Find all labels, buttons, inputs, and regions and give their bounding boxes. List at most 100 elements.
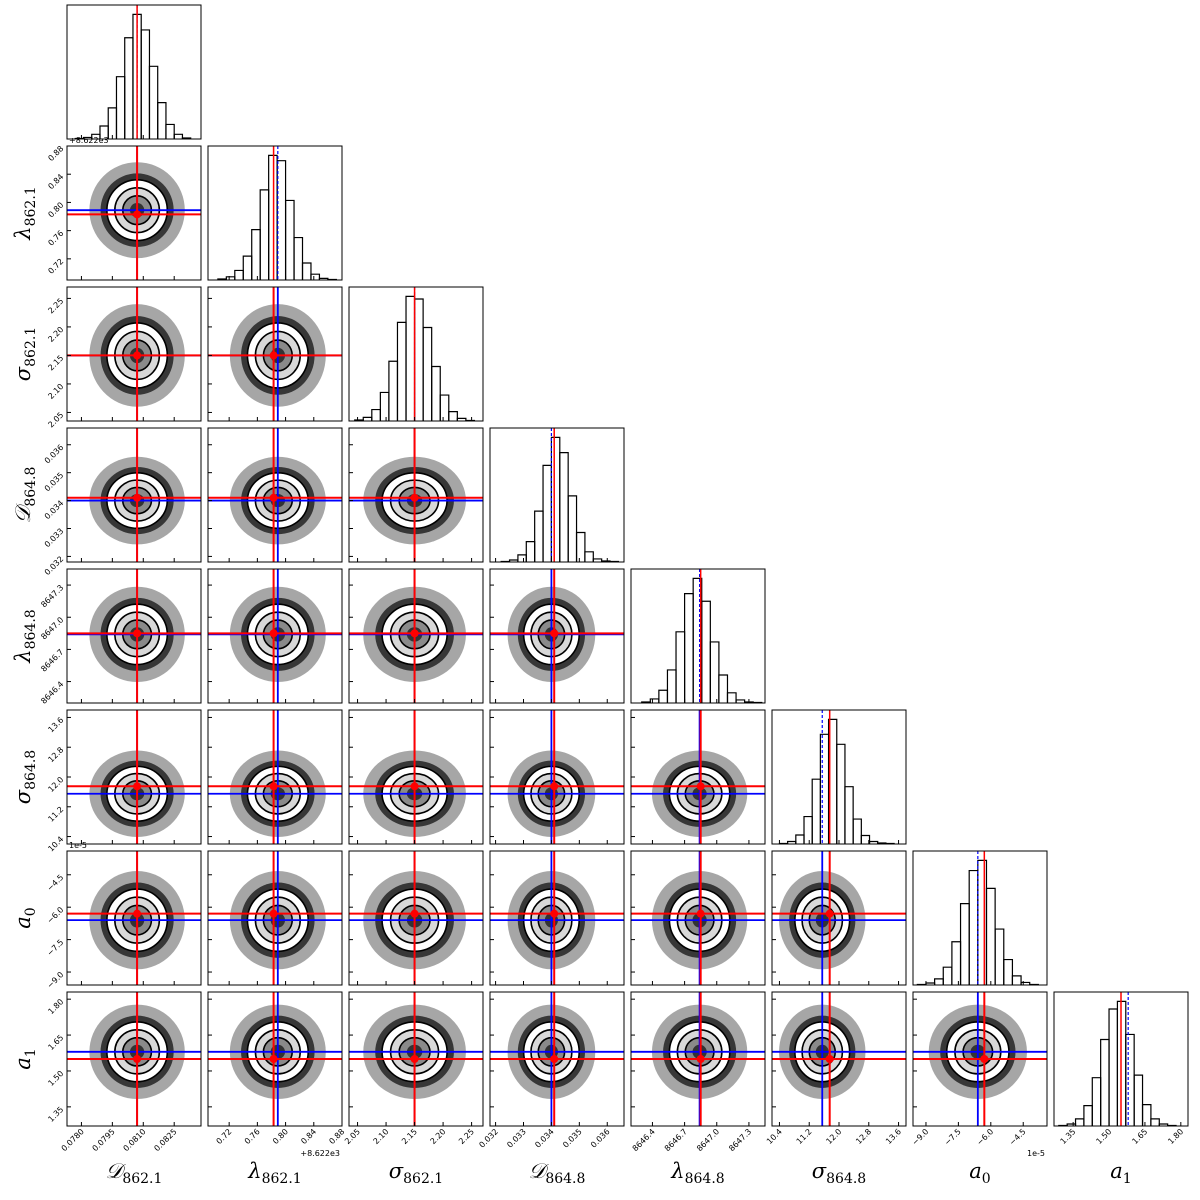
histogram-step [796,835,804,844]
panel-frame [772,710,906,844]
truth-point [133,1055,141,1063]
density [349,851,483,985]
x-tick-label: 0.0810 [122,1127,148,1153]
histogram-step [243,256,251,280]
y-tick-label: 1.80 [46,997,65,1016]
histogram-step [577,532,585,562]
y-tick-label: 1.35 [46,1105,65,1124]
y-tick-label: 2.10 [46,382,65,401]
histogram-step [518,555,526,562]
x-tick-label: 8647.0 [695,1127,721,1153]
histogram-step [1092,1078,1100,1126]
histogram-step [812,779,820,844]
histogram-step [719,675,728,703]
density [772,851,906,985]
density [772,992,906,1126]
y-tick-label: 12.8 [46,745,65,764]
histogram-step [560,453,568,562]
histogram-step [397,322,406,421]
x-tick-label: 2.05 [343,1127,362,1146]
axis-subscript: 864.8 [23,750,39,790]
axis-subscript: 1 [1123,1171,1132,1187]
truth-point [133,351,141,359]
panel [208,146,342,280]
axis-subscript: 862.1 [403,1171,443,1187]
x-tick-label: 8646.4 [631,1127,657,1153]
x-tick-label: 1.50 [1094,1127,1113,1146]
histogram-step [535,511,543,562]
density [208,710,342,844]
panel [208,710,342,844]
axis-subscript: 862.1 [122,1171,162,1187]
x-tick-label: 11.2 [795,1127,814,1146]
y-tick-label: 13.6 [46,715,65,734]
axis-subscript: 0 [23,907,39,916]
truth-point [826,1055,834,1063]
truth-point [270,494,278,502]
y-tick-label: 0.84 [46,172,65,191]
x-tick-label: 8647.3 [727,1127,753,1153]
x-tick-label: 2.10 [372,1127,391,1146]
density [67,569,201,703]
density [349,428,483,562]
truth-point [411,782,419,790]
axis-label: 𝒟864.8 [11,467,39,524]
x-tick-label: −4.5 [1008,1127,1028,1147]
truth-point [270,351,278,359]
y-tick-label: 2.15 [46,353,65,372]
x-tick-label: 1.65 [1130,1127,1149,1146]
axis-label: a1 [1110,1159,1131,1187]
density [631,710,765,844]
density [631,851,765,985]
panel [349,428,483,562]
panel [631,569,765,703]
histogram-step [1101,1040,1109,1126]
panel [772,851,906,985]
axis-label: σ862.1 [389,1159,443,1187]
histogram-step [702,601,711,703]
panel [490,851,624,985]
panel [772,710,906,844]
y-tick-label: 0.80 [46,200,65,219]
y-tick-label: −6.0 [45,905,65,925]
panel: 10.411.212.012.813.6 [46,710,201,854]
histogram-step [1143,1105,1151,1126]
x-tick-label: 1.80 [1166,1127,1185,1146]
axis-label: a1 [11,1048,39,1069]
histogram-step [551,437,559,562]
truth-point [697,910,705,918]
histogram-step [440,395,449,421]
panel-frame [631,569,765,703]
histogram-step [969,871,978,985]
histogram-step [158,103,166,139]
panel [490,710,624,844]
truth-point [270,629,278,637]
x-tick-label: −9.0 [910,1127,930,1147]
density [67,428,201,562]
histogram-step [294,238,302,280]
truth-point [270,1055,278,1063]
x-tick-label: 0.035 [561,1127,584,1150]
panel: −9.0−7.5−6.0−4.5 [45,851,201,990]
histogram-step [568,496,576,562]
truth-point [270,910,278,918]
y-tick-label: 0.72 [46,257,65,276]
histogram-step [260,190,268,280]
truth-point [697,1055,705,1063]
histogram-step [406,296,415,421]
x-tick-label: 13.6 [884,1127,903,1146]
histogram-step [650,699,659,703]
panel: 0.720.760.800.840.88 [46,144,201,280]
x-offset-text: 1e-5 [1027,1149,1045,1158]
axis-label: a0 [11,907,39,928]
histogram-step [125,38,133,139]
panel: −9.0−7.5−6.0−4.5 [910,992,1047,1147]
histogram-step [252,230,260,280]
y-offset-text: 1e-5 [69,841,87,850]
x-tick-label: 0.032 [477,1127,500,1150]
density [349,569,483,703]
